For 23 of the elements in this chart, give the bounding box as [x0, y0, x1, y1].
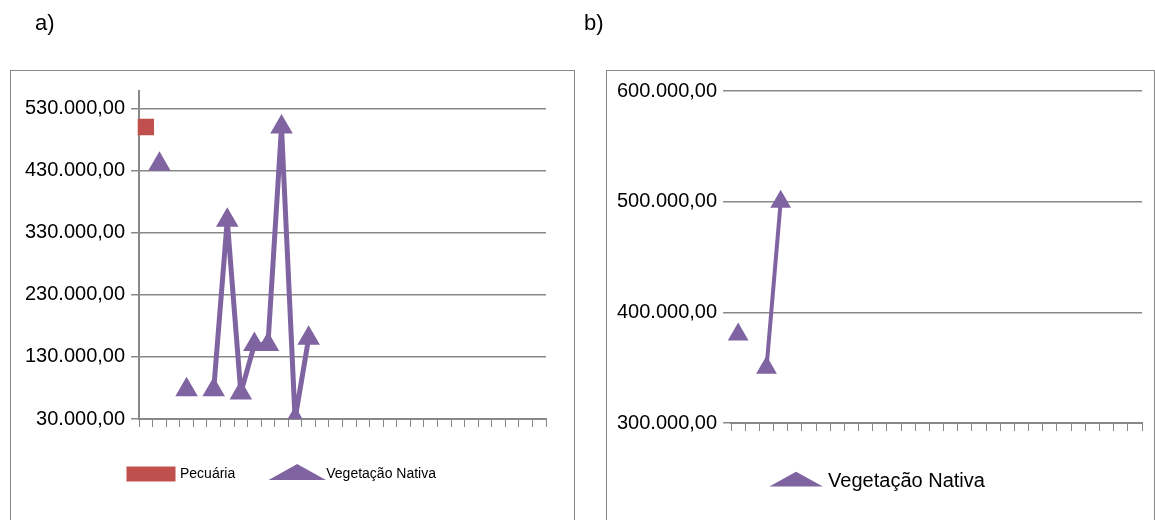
y-tick-label: 400.000,00 — [616, 299, 718, 322]
y-tick-label: 330.000,00 — [24, 220, 126, 243]
chart-title: a) — [35, 10, 55, 36]
legend-label: Vegetação Nativa — [828, 468, 986, 491]
point — [216, 207, 239, 227]
y-tick-label: 30.000,00 — [36, 406, 126, 429]
point — [243, 331, 264, 351]
point — [270, 114, 293, 134]
legend-label: Pecuária — [180, 464, 236, 481]
legend-label: Vegetação Nativa — [326, 464, 437, 481]
point — [757, 357, 776, 374]
y-tick-label: 300.000,00 — [616, 410, 718, 433]
y-tick-label: 500.000,00 — [616, 189, 718, 212]
y-tick-label: 430.000,00 — [24, 158, 126, 181]
point — [770, 189, 791, 208]
y-tick-label: 230.000,00 — [24, 282, 126, 305]
y-tick-label: 530.000,00 — [24, 95, 126, 118]
point — [297, 325, 320, 345]
point — [148, 151, 171, 171]
chart-title: b) — [584, 10, 604, 36]
point — [729, 324, 748, 341]
y-tick-label: 130.000,00 — [24, 344, 126, 367]
y-tick-label: 600.000,00 — [616, 78, 718, 101]
